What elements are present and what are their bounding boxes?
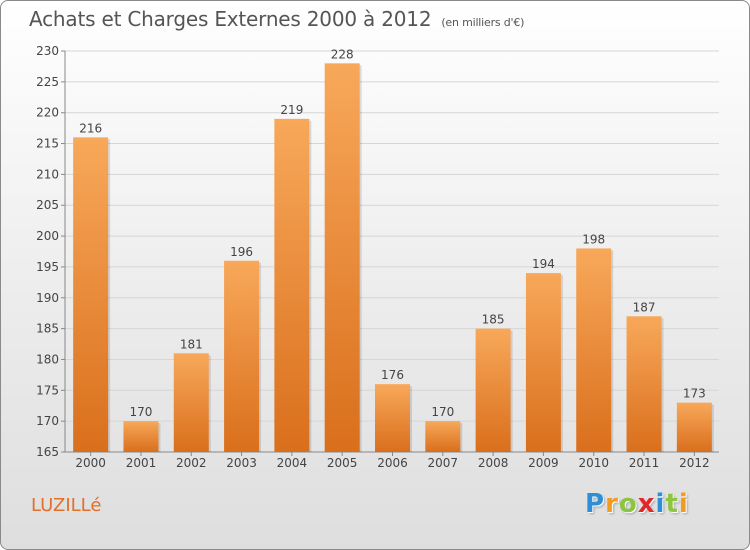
bar <box>274 118 310 452</box>
bars <box>73 63 714 452</box>
y-tick-label: 225 <box>36 75 59 89</box>
chart-title-text: Achats et Charges Externes 2000 à 2012 <box>29 7 432 31</box>
bar <box>676 402 712 452</box>
y-tick-label: 180 <box>36 352 59 366</box>
bar <box>224 260 260 452</box>
value-label: 170 <box>431 405 454 419</box>
value-label: 181 <box>180 337 203 351</box>
place-name: LUZILLé <box>31 495 102 516</box>
y-tick-label: 165 <box>36 445 59 459</box>
chart-unit: (en milliers d'€) <box>441 16 525 29</box>
y-tick-label: 195 <box>36 260 59 274</box>
bar <box>375 384 410 452</box>
y-tick-label: 185 <box>36 322 59 336</box>
y-tick-label: 205 <box>36 198 59 212</box>
x-tick-label: 2007 <box>428 456 459 470</box>
bar <box>324 63 360 452</box>
value-label: 228 <box>331 47 354 61</box>
value-labels: 216 170 181 196 219 228 176 170 185 194 198 187 173 <box>79 47 706 419</box>
x-tick-label: 2000 <box>75 456 106 470</box>
y-tick-label: 175 <box>36 383 59 397</box>
logo-letter: t <box>665 489 679 519</box>
bar <box>173 353 209 452</box>
bar <box>576 248 612 452</box>
y-tick-label: 215 <box>36 137 59 151</box>
value-label: 176 <box>381 368 404 382</box>
x-tick-label: 2006 <box>377 456 408 470</box>
x-tick-label: 2008 <box>478 456 509 470</box>
bar <box>123 421 159 452</box>
value-label: 196 <box>230 245 253 259</box>
bar <box>626 316 662 452</box>
x-tick-label: 2003 <box>226 456 257 470</box>
value-label: 219 <box>280 103 303 117</box>
value-label: 216 <box>79 121 102 135</box>
value-label: 185 <box>482 313 505 327</box>
bar <box>73 137 109 452</box>
x-tick-label: 2009 <box>528 456 559 470</box>
chart-title: Achats et Charges Externes 2000 à 2012 (e… <box>29 7 524 31</box>
x-tick-label: 2012 <box>679 456 710 470</box>
y-tick-label: 170 <box>36 414 59 428</box>
bar <box>525 273 561 452</box>
y-tick-label: 190 <box>36 291 59 305</box>
logo-letter: x <box>637 489 656 519</box>
value-label: 194 <box>532 257 555 271</box>
logo-letter: r <box>605 489 619 519</box>
logo-letter: P <box>585 489 606 519</box>
y-tick-label: 200 <box>36 229 59 243</box>
x-tick-label: 2002 <box>176 456 207 470</box>
bar <box>475 328 511 452</box>
proxiti-logo[interactable]: Proxiti <box>585 489 689 519</box>
bar <box>425 421 461 452</box>
x-tick-label: 2005 <box>327 456 358 470</box>
x-tick-label: 2010 <box>578 456 609 470</box>
logo-letter: o <box>618 489 638 519</box>
value-label: 170 <box>130 405 153 419</box>
y-tick-label: 210 <box>36 167 59 181</box>
x-tick-label: 2001 <box>126 456 157 470</box>
y-tick-label: 230 <box>36 44 59 58</box>
logo-letter: i <box>655 489 666 519</box>
x-tick-label: 2004 <box>277 456 308 470</box>
y-tick-label: 220 <box>36 106 59 120</box>
tick-labels: 165 170 175 180 185 190 195 200 205 210 215 220 225 2… <box>36 44 710 470</box>
value-label: 198 <box>582 232 605 246</box>
value-label: 187 <box>633 300 656 314</box>
value-label: 173 <box>683 387 706 401</box>
x-tick-label: 2011 <box>629 456 660 470</box>
logo-letter: i <box>678 489 689 519</box>
